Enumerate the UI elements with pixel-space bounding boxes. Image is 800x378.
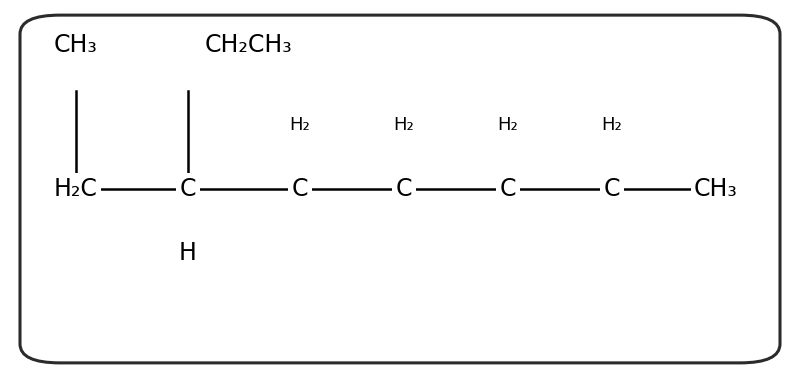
- Text: H₂: H₂: [394, 116, 414, 134]
- Text: H: H: [179, 241, 197, 265]
- Text: H₂: H₂: [290, 116, 310, 134]
- Text: C: C: [396, 177, 412, 201]
- Text: C: C: [500, 177, 516, 201]
- Text: CH₂CH₃: CH₂CH₃: [204, 33, 292, 57]
- Text: C: C: [292, 177, 308, 201]
- Text: CH₃: CH₃: [54, 33, 98, 57]
- Text: H₂: H₂: [498, 116, 518, 134]
- Text: CH₃: CH₃: [694, 177, 738, 201]
- Text: C: C: [180, 177, 196, 201]
- Text: H₂: H₂: [602, 116, 622, 134]
- Text: H₂C: H₂C: [54, 177, 98, 201]
- Text: C: C: [604, 177, 620, 201]
